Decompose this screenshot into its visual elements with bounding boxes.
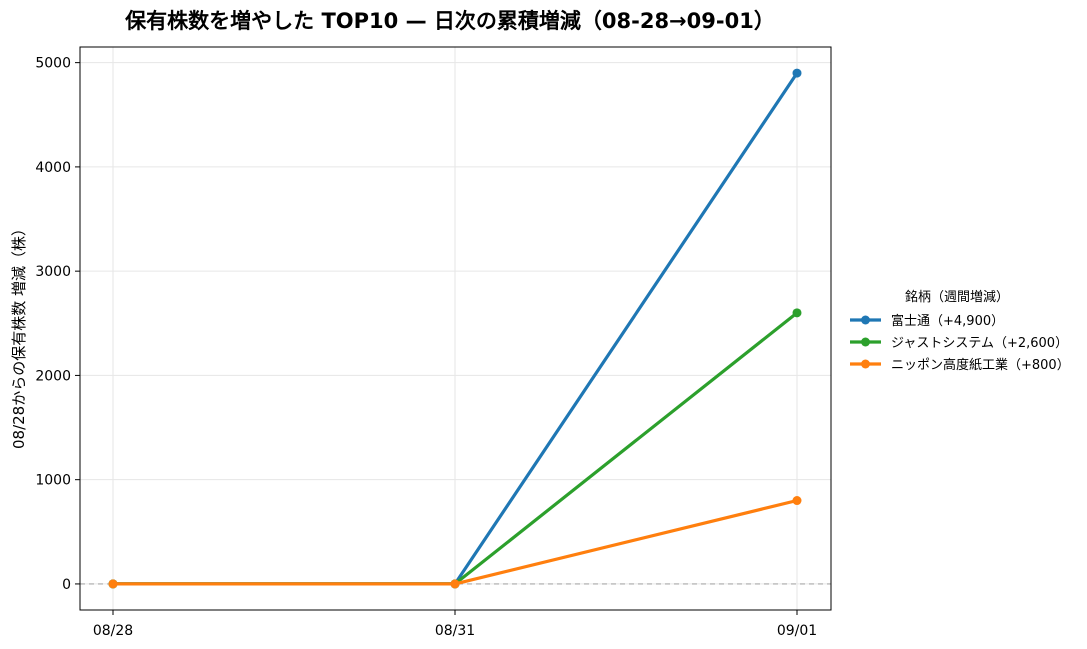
- legend-label: ニッポン高度紙工業（+800）: [891, 357, 1070, 373]
- grid: [80, 47, 831, 610]
- data-point: [792, 308, 802, 318]
- y-tick-label: 3000: [35, 264, 71, 280]
- legend-title: 銘柄（週間増減）: [905, 289, 1009, 305]
- x-tick-label: 09/01: [777, 623, 817, 639]
- chart-title: 保有株数を増やした TOP10 — 日次の累積増減（08-28→09-01）: [124, 9, 775, 33]
- legend-swatch-marker: [861, 315, 870, 325]
- legend-label: ジャストシステム（+2,600）: [891, 336, 1068, 351]
- y-axis-label: 08/28からの保有株数 増減（株）: [10, 221, 28, 449]
- legend-swatch-marker: [861, 359, 870, 369]
- y-tick-label: 4000: [35, 160, 71, 176]
- x-axis-ticks: 08/28 08/31 09/01: [93, 610, 817, 639]
- legend-swatch-marker: [861, 337, 870, 347]
- legend: 銘柄（週間増減） 富士通（+4,900） ジャストシステム（+2,600） ニッポン…: [850, 289, 1070, 373]
- data-point: [792, 496, 802, 506]
- x-tick-label: 08/31: [435, 623, 475, 639]
- y-axis-ticks: 0 1000 2000 3000 4000 5000: [35, 56, 80, 593]
- series-group: [108, 496, 802, 589]
- x-tick-label: 08/28: [93, 623, 133, 639]
- data-point: [450, 579, 460, 589]
- series-lines: [108, 68, 802, 589]
- legend-item: ジャストシステム（+2,600）: [850, 336, 1068, 351]
- y-tick-label: 2000: [35, 368, 71, 384]
- data-point: [108, 579, 118, 589]
- data-point: [792, 68, 802, 78]
- y-tick-label: 1000: [35, 473, 71, 489]
- legend-item: 富士通（+4,900）: [850, 313, 1004, 329]
- legend-label: 富士通（+4,900）: [891, 313, 1004, 329]
- y-tick-label: 5000: [35, 56, 71, 72]
- legend-item: ニッポン高度紙工業（+800）: [850, 357, 1070, 373]
- legend-items: 富士通（+4,900） ジャストシステム（+2,600） ニッポン高度紙工業（+80…: [850, 313, 1070, 373]
- y-tick-label: 0: [62, 577, 71, 593]
